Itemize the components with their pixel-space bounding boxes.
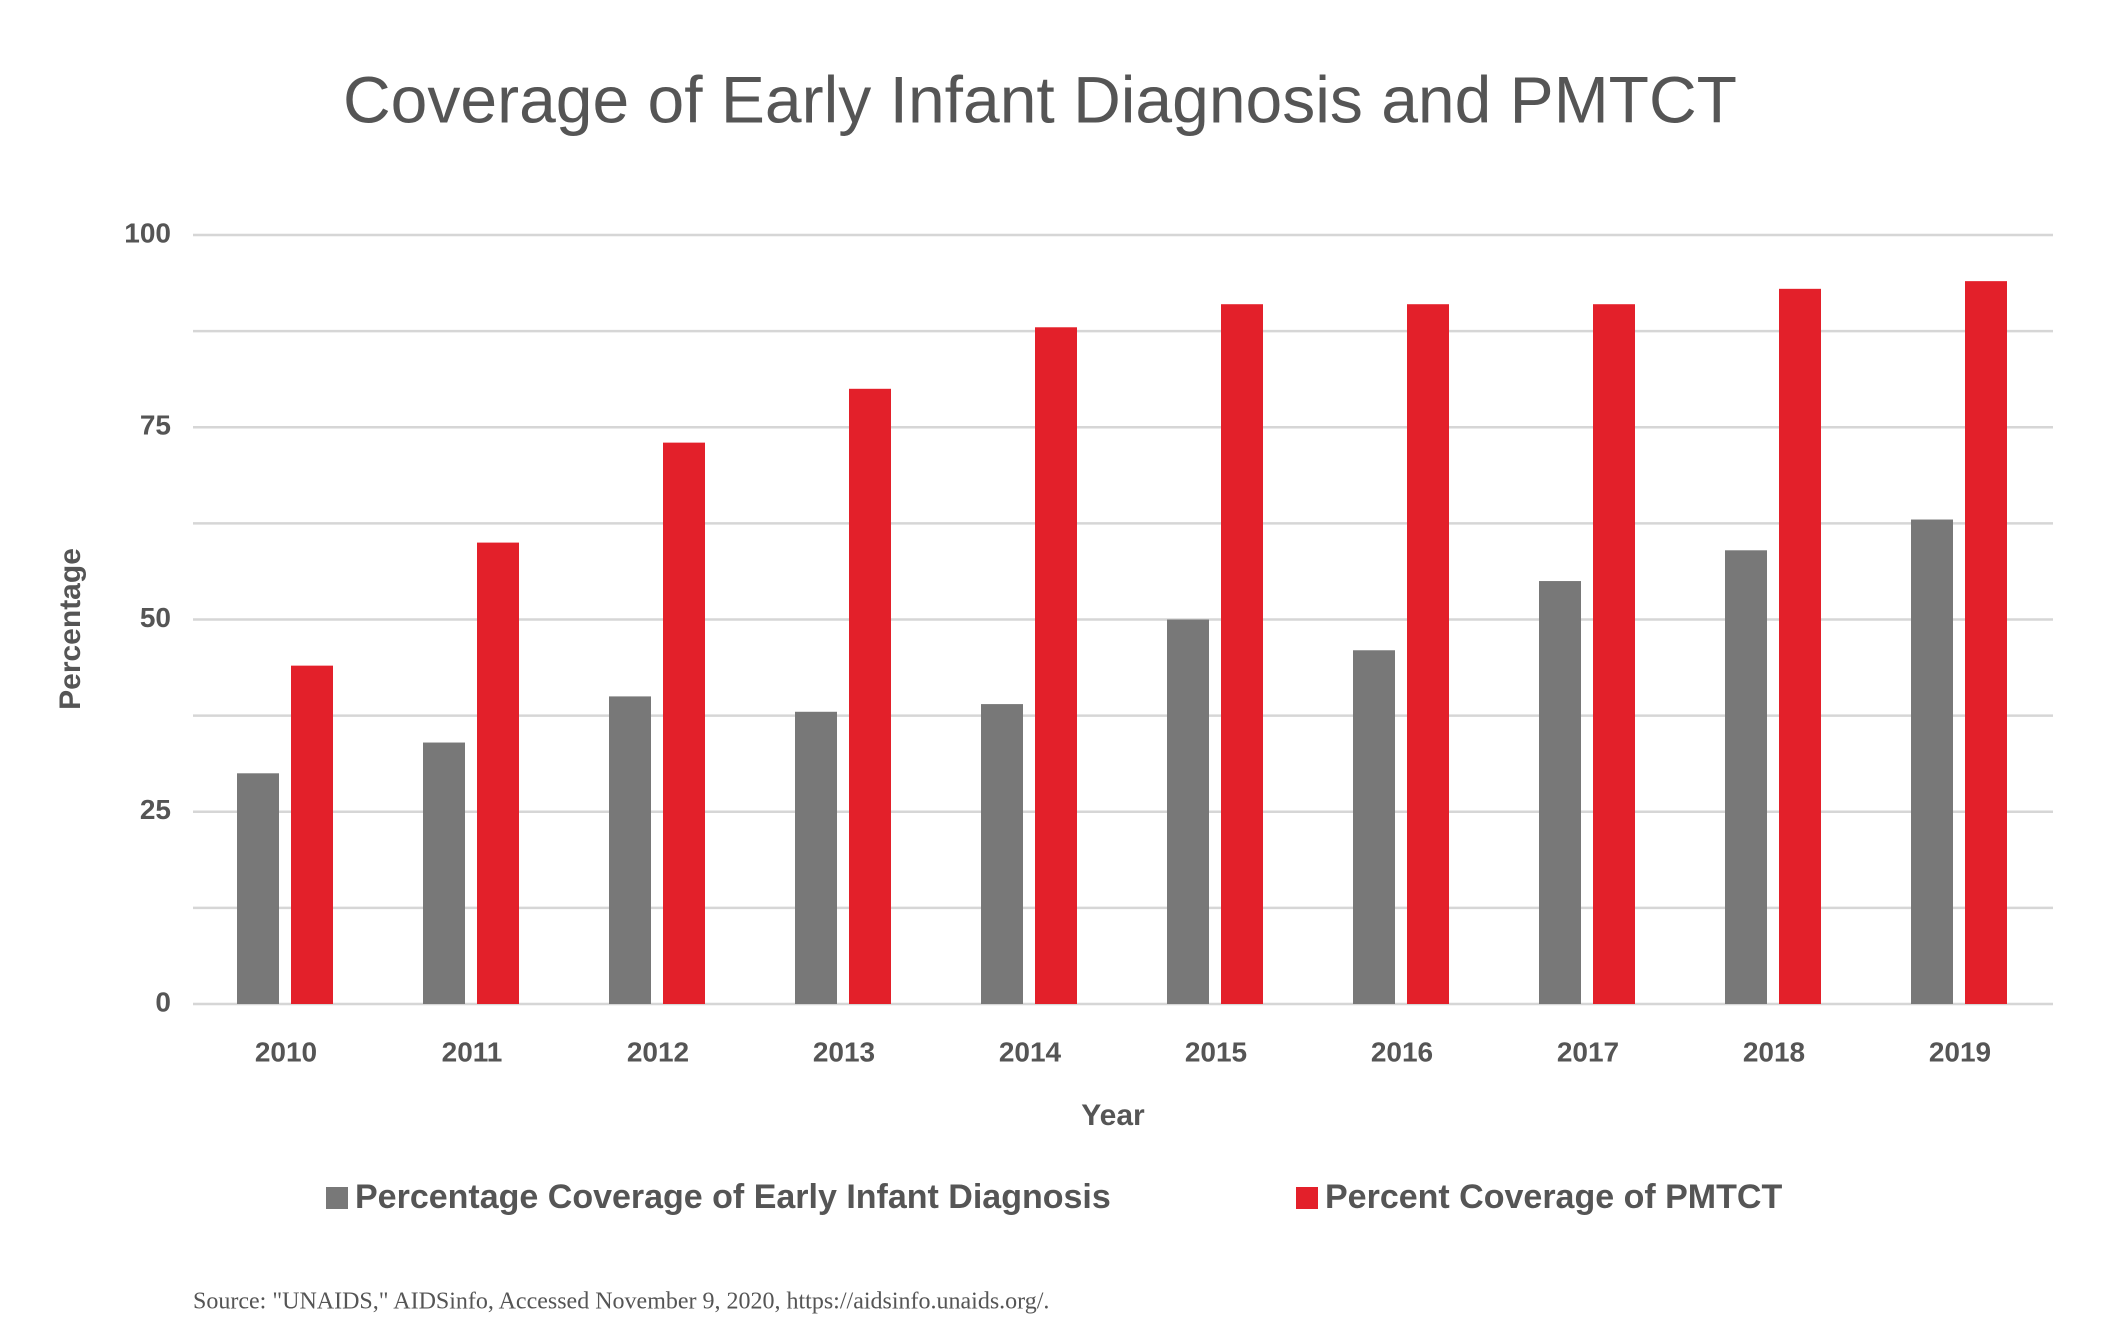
bar [1725,550,1767,1004]
bar [849,388,891,1004]
legend-label: Percentage Coverage of Early Infant Diag… [355,1178,1111,1216]
x-tick-label: 2010 [255,1036,317,1067]
bar [1407,304,1449,1005]
legend-label: Percent Coverage of PMTCT [1325,1178,1782,1216]
x-tick-label: 2013 [813,1036,875,1067]
bar [1911,519,1953,1004]
legend-swatch [1296,1187,1318,1209]
bar [237,773,279,1004]
source-note: Source: "UNAIDS," AIDSinfo, Accessed Nov… [193,1289,1049,1315]
bar [1167,619,1209,1004]
bar [1221,304,1263,1005]
y-tick-label: 75 [140,410,171,441]
grid [193,233,2053,1006]
x-tick-label: 2012 [627,1036,689,1067]
bar [477,542,519,1004]
x-tick-label: 2018 [1743,1036,1805,1067]
bar [1035,327,1077,1004]
bar [981,704,1023,1004]
bar [609,696,651,1004]
legend-swatch [326,1187,348,1209]
bar [423,742,465,1004]
bar [1779,288,1821,1005]
bar [1539,581,1581,1004]
x-tick-label: 2017 [1557,1036,1619,1067]
x-tick-label: 2014 [999,1036,1062,1067]
y-tick-label: 0 [155,986,171,1017]
y-tick-label: 50 [140,602,171,633]
bar [1965,281,2007,1004]
y-axis-title: Percentage [54,548,87,710]
x-tick-label: 2016 [1371,1036,1433,1067]
bar [663,442,705,1004]
bar [1353,650,1395,1004]
y-tick-label: 100 [124,217,171,248]
bar [291,665,333,1004]
bar [1593,304,1635,1005]
x-tick-label: 2015 [1185,1036,1247,1067]
x-axis-title: Year [1081,1099,1145,1132]
bar [795,711,837,1004]
legend: Percentage Coverage of Early Infant Diag… [326,1178,1782,1216]
x-tick-label: 2019 [1929,1036,1991,1067]
x-tick-label: 2011 [442,1036,503,1067]
chart-title: Coverage of Early Infant Diagnosis and P… [343,62,1737,136]
y-tick-label: 25 [140,794,171,825]
